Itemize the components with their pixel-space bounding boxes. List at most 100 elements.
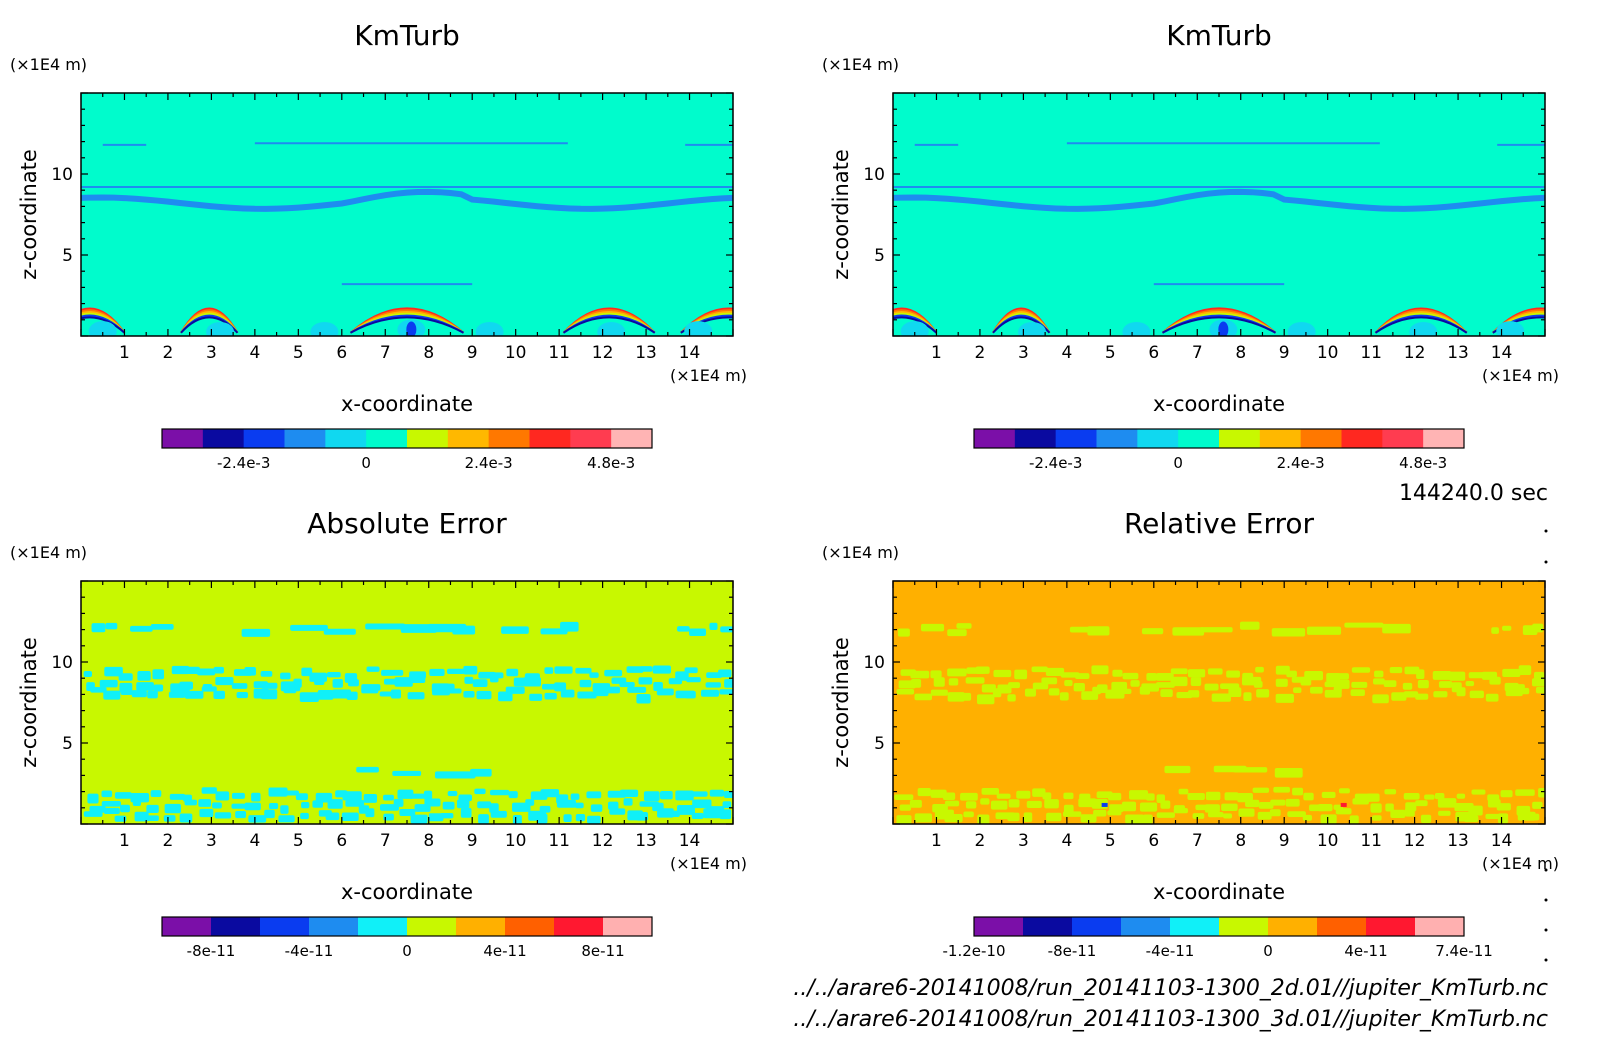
error-cell: [1326, 672, 1340, 683]
error-cell: [147, 690, 158, 699]
error-cell: [976, 694, 995, 705]
error-cell: [231, 683, 248, 689]
error-cell: [201, 787, 217, 794]
error-cell: [1064, 680, 1073, 687]
error-cell: [146, 815, 159, 822]
error-cell: [1238, 808, 1255, 817]
error-cell: [1143, 814, 1153, 824]
error-cell: [1285, 798, 1300, 807]
colorbar-swatch: [162, 917, 212, 936]
error-cell: [609, 808, 626, 815]
error-cell: [1190, 677, 1202, 687]
x-axis-label: x-coordinate: [341, 392, 473, 416]
x-tick-label: 8: [1235, 343, 1246, 363]
error-cell: [184, 799, 197, 806]
error-cell: [1258, 801, 1274, 809]
error-cell: [150, 623, 174, 630]
error-cell: [1306, 626, 1342, 635]
colorbar-swatch: [1072, 917, 1122, 936]
error-cell: [278, 815, 295, 823]
y-unit-label: (×1E4 m): [10, 543, 87, 562]
error-cell: [231, 792, 245, 799]
error-cell: [587, 815, 601, 824]
y-tick-label: 10: [863, 165, 885, 185]
error-cell: [146, 804, 159, 814]
error-cell: [383, 794, 394, 801]
error-cell: [293, 678, 302, 688]
error-cell: [325, 812, 340, 821]
error-cell: [1320, 814, 1337, 824]
x-tick-label: 1: [119, 343, 130, 363]
error-cell: [1075, 673, 1090, 679]
error-cell: [215, 791, 230, 801]
y-axis-label: z-coordinate: [829, 637, 853, 768]
error-cell: [120, 689, 133, 696]
error-cell: [1529, 813, 1540, 821]
error-cell: [1333, 686, 1342, 693]
error-cell: [365, 623, 406, 630]
feature-blob: [900, 321, 929, 336]
error-cell: [472, 679, 488, 687]
x-unit-label: (×1E4 m): [670, 854, 747, 873]
error-cell: [1046, 812, 1062, 822]
error-cell: [1471, 789, 1486, 795]
feature-arc: [893, 316, 938, 334]
error-cell: [719, 809, 732, 820]
colorbar-swatch: [1366, 917, 1416, 936]
colorbar-frame: [161, 916, 653, 937]
error-cell: [1270, 799, 1286, 806]
error-cell: [1292, 787, 1304, 796]
colorbar-swatch: [1170, 917, 1220, 936]
error-cell: [490, 810, 507, 818]
colorbar-swatch: [1268, 917, 1318, 936]
colorbar-frame: [973, 428, 1465, 449]
error-cell: [89, 805, 106, 813]
error-cell: [456, 799, 470, 809]
error-cell: [1101, 802, 1108, 807]
error-cell: [356, 766, 379, 773]
error-cell: [1456, 687, 1466, 697]
error-cell: [575, 667, 592, 674]
error-cell: [1187, 690, 1200, 698]
error-cell: [1121, 801, 1137, 812]
error-cell: [1111, 681, 1128, 692]
error-cell: [961, 692, 972, 701]
x-axis-label: x-coordinate: [1153, 880, 1285, 904]
colorbar-swatch: [1121, 917, 1171, 936]
error-cell: [1031, 666, 1048, 673]
error-cell: [1062, 811, 1082, 817]
error-cell: [590, 804, 603, 812]
error-cell: [1273, 786, 1290, 793]
error-cell: [314, 678, 325, 685]
error-cell: [554, 666, 573, 674]
error-cell: [199, 808, 214, 818]
error-cell: [586, 791, 602, 799]
x-tick-label: 6: [336, 343, 347, 363]
error-cell: [103, 690, 121, 700]
error-cell: [1310, 686, 1323, 694]
error-cell: [570, 793, 580, 800]
error-cell: [1274, 768, 1303, 778]
error-cell: [1383, 680, 1397, 687]
x-tick-label: 12: [592, 343, 614, 363]
error-cell: [977, 814, 990, 824]
error-cell: [244, 802, 261, 811]
colorbar-swatch: [309, 917, 359, 936]
x-tick-label: 8: [1235, 831, 1246, 851]
error-cell: [215, 677, 234, 686]
error-cell: [197, 668, 216, 676]
error-cell: [1173, 807, 1188, 814]
x-tick-label: 2: [975, 343, 986, 363]
error-cell: [317, 689, 334, 700]
colorbar-tick-label: 4.8e-3: [587, 454, 635, 472]
error-cell: [1199, 627, 1233, 633]
error-cell: [1275, 678, 1288, 687]
error-cell: [1252, 787, 1270, 793]
error-cell: [1424, 794, 1435, 800]
error-cell: [248, 815, 267, 823]
x-tick-label: 12: [1404, 343, 1426, 363]
error-cell: [930, 689, 948, 696]
error-cell: [1437, 798, 1457, 808]
chart-title: Absolute Error: [307, 507, 507, 540]
